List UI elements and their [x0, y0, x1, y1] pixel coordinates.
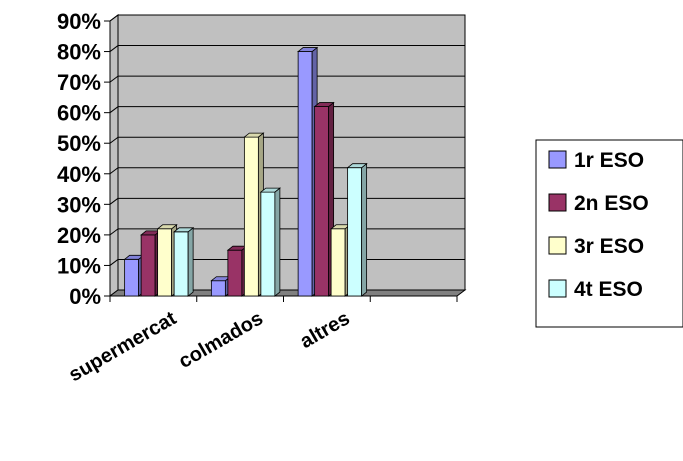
legend-label: 3r ESO [574, 235, 644, 258]
bars [123, 46, 368, 297]
y-tick-label: 50% [57, 131, 101, 156]
gridline-side [109, 228, 119, 236]
gridline-side [109, 167, 119, 175]
bar-front [173, 231, 189, 297]
bar-front [330, 228, 346, 297]
bar [259, 187, 282, 297]
bar-top [313, 102, 335, 107]
y-tick-label: 70% [57, 70, 101, 95]
y-tick-label: 10% [57, 253, 101, 278]
legend-swatch [548, 279, 567, 298]
gridline-side [109, 106, 119, 114]
x-category-label: altres [296, 307, 353, 353]
bar [172, 227, 195, 297]
x-category-label: supermercat [65, 307, 180, 386]
bar-top [296, 47, 319, 52]
legend-swatch [548, 193, 567, 212]
y-tick-label: 90% [57, 9, 101, 34]
bar-side [274, 187, 281, 297]
y-tick-label: 60% [57, 101, 101, 126]
bar-front [243, 136, 259, 297]
gridline-side [109, 75, 119, 83]
bar-top [243, 132, 265, 138]
y-tick-label: 80% [57, 40, 101, 65]
bar-side [187, 227, 194, 297]
bar-top [346, 163, 368, 169]
y-tick-label: 30% [57, 192, 101, 217]
gridline-side [109, 136, 119, 144]
bar-front [260, 191, 276, 297]
bar-top [259, 187, 282, 193]
legend: 1r ESO 2n ESO 3r ESO 4t ESO [535, 139, 683, 328]
bar [346, 162, 368, 297]
bar-front [124, 258, 140, 297]
legend-label: 2n ESO [574, 192, 649, 215]
bar-front [297, 51, 313, 297]
bar-front [157, 228, 173, 297]
bar-front [314, 106, 330, 297]
legend-label: 1r ESO [574, 149, 644, 172]
gridlines [109, 14, 465, 266]
gridline-side [109, 259, 119, 266]
bar-front [140, 234, 156, 297]
legend-swatch [548, 236, 567, 255]
plot-side-wall [109, 14, 119, 297]
bar-top [156, 224, 178, 230]
bar-side [361, 162, 368, 297]
bar-front [227, 249, 243, 297]
y-axis: 0% 10% 20% 30% 40% 50% 60% 70% 80% 90% [57, 9, 111, 309]
legend-swatch [548, 150, 567, 169]
gridline-side [109, 45, 119, 52]
x-category-label: colmados [175, 307, 267, 373]
gridline-side [109, 197, 119, 205]
gridline-side [109, 14, 119, 22]
y-tick-label: 20% [57, 223, 101, 248]
legend-label: 4t ESO [574, 278, 643, 301]
y-tick-label: 40% [57, 162, 101, 187]
bar-front [347, 167, 363, 297]
y-tick-label: 0% [69, 284, 101, 309]
bar-top [172, 227, 195, 233]
bar-front [210, 280, 226, 297]
